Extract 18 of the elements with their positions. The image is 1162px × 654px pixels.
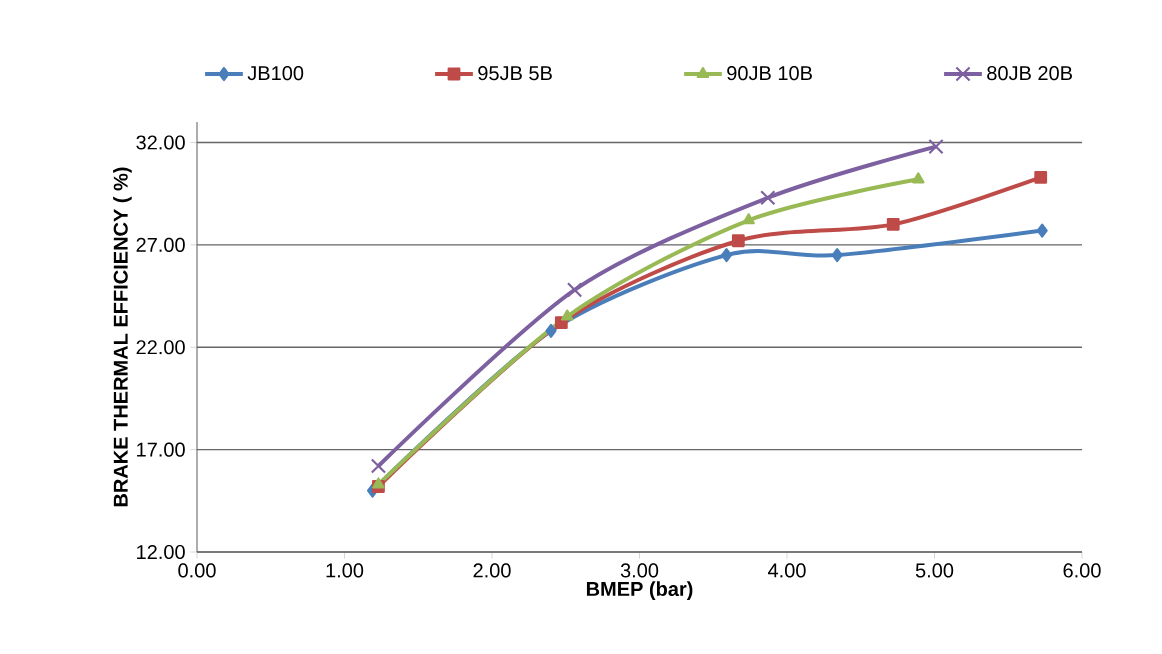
legend-label: 95JB 5B bbox=[478, 66, 552, 81]
legend-label: 90JB 10B bbox=[727, 66, 812, 81]
x-tick-label: 1.00 bbox=[326, 563, 364, 578]
legend-label: 80JB 20B bbox=[987, 66, 1072, 81]
legend-label: JB100 bbox=[247, 66, 304, 81]
y-tick-label: 27.00 bbox=[136, 237, 185, 252]
y-axis-title: BRAKE THERMAL EFFICIENCY ( %) bbox=[113, 167, 132, 507]
x-tick-label: 2.00 bbox=[473, 563, 511, 578]
x-axis-title: BMEP (bar) bbox=[586, 581, 693, 600]
y-tick-label: 22.00 bbox=[136, 340, 185, 355]
y-tick-label: 17.00 bbox=[137, 442, 185, 457]
y-tick-label: 12.00 bbox=[137, 544, 185, 560]
y-tick-label: 32.00 bbox=[136, 135, 185, 150]
x-tick-label: 6.00 bbox=[1063, 563, 1101, 578]
x-tick-label: 4.00 bbox=[768, 563, 806, 578]
x-tick-label: 0.00 bbox=[178, 563, 216, 578]
x-tick-label: 3.00 bbox=[620, 563, 659, 578]
x-tick-label: 5.00 bbox=[915, 563, 954, 578]
